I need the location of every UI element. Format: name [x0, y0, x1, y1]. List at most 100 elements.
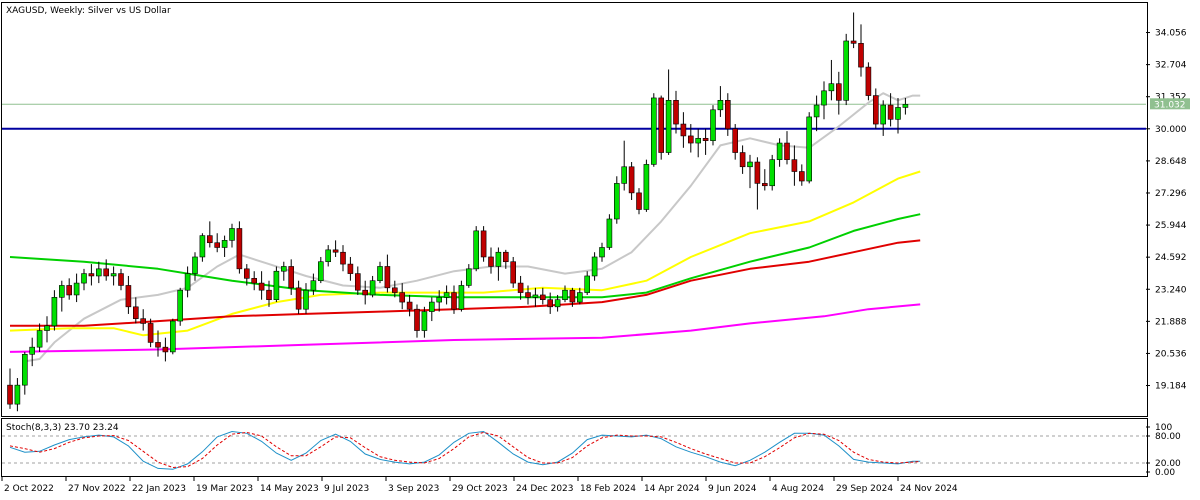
- candle: [562, 285, 568, 303]
- candle-body-bear: [835, 83, 842, 101]
- candle: [502, 249, 509, 269]
- candle-body-bear: [687, 135, 694, 144]
- candle: [443, 285, 450, 305]
- candle-body-bull: [110, 273, 117, 277]
- candle: [244, 264, 250, 286]
- candle-body-bull: [221, 240, 228, 248]
- candle-body-bull: [96, 268, 102, 277]
- candle-body-bear: [702, 137, 709, 141]
- candle-body-bear: [414, 308, 420, 331]
- candle-body-bull: [650, 97, 657, 165]
- candle-body-bear: [236, 228, 243, 270]
- stoch-tick-label: 100: [1155, 423, 1172, 433]
- candle-body-bear: [118, 273, 124, 286]
- candle: [532, 287, 539, 307]
- candle-body-bull: [643, 164, 650, 210]
- candle: [628, 162, 635, 201]
- ma-gray-moving-average-line: [24, 92, 921, 363]
- candle: [347, 256, 354, 281]
- candle: [458, 280, 465, 312]
- candle-body-bear: [162, 346, 169, 353]
- candle: [843, 33, 850, 106]
- candle: [710, 105, 716, 146]
- candle-body-bull: [58, 285, 65, 298]
- candle: [436, 290, 443, 312]
- candle-body-bull: [806, 116, 813, 182]
- candle: [236, 221, 243, 274]
- time-tick-label: 18 Feb 2024: [580, 484, 636, 494]
- candle-body-bear: [784, 142, 790, 160]
- candle-body-bear: [391, 287, 398, 293]
- candle-body-bull: [280, 266, 287, 272]
- candle-body-bear: [858, 43, 864, 68]
- time-tick-label: 14 May 2023: [260, 484, 319, 494]
- candle-body-bear: [88, 273, 95, 277]
- candle-body-bull: [828, 83, 835, 92]
- candle-body-bull: [554, 299, 561, 308]
- price-tick-label: 24.592: [1155, 253, 1187, 263]
- time-tick-label: 14 Apr 2024: [644, 484, 700, 494]
- candle-body-bull: [81, 273, 87, 284]
- candle-body-bear: [399, 292, 406, 303]
- time-tick-label: 3 Sep 2023: [388, 484, 439, 494]
- candle: [895, 97, 901, 134]
- candle-body-bull: [465, 268, 472, 286]
- candle: [214, 233, 220, 253]
- candle-body-bull: [421, 311, 428, 331]
- candle: [539, 287, 546, 305]
- time-tick-label: 27 Nov 2022: [68, 484, 126, 494]
- price-tick-label: 32.704: [1155, 61, 1187, 71]
- candle: [362, 280, 369, 305]
- stoch-tick-label: 80.00: [1155, 432, 1181, 442]
- candle-body-bear: [517, 282, 524, 293]
- candle: [184, 266, 191, 298]
- candle: [835, 71, 842, 115]
- candle-body-bull: [377, 266, 383, 282]
- candle-body-bear: [207, 235, 213, 244]
- candle: [81, 268, 87, 291]
- candle: [451, 285, 457, 314]
- price-tick-label: 31.352: [1155, 93, 1187, 103]
- candle: [732, 124, 739, 160]
- candle-body-bull: [562, 289, 568, 300]
- candle: [591, 252, 598, 281]
- candle: [761, 169, 768, 191]
- candle: [88, 264, 95, 286]
- candle-body-bear: [103, 268, 109, 277]
- candle: [221, 235, 228, 257]
- candle-body-bear: [510, 261, 517, 284]
- candle-body-bull: [44, 325, 50, 331]
- candle: [125, 275, 132, 314]
- candle-body-bull: [170, 320, 176, 353]
- candle: [280, 261, 287, 281]
- candle-body-bear: [147, 323, 154, 343]
- candle-body-bull: [443, 292, 450, 298]
- candle: [769, 154, 776, 191]
- candle-body-bull: [303, 289, 309, 310]
- candle: [702, 128, 709, 155]
- candle: [73, 273, 80, 303]
- candle-body-bear: [451, 292, 457, 310]
- candle-body-bull: [717, 100, 724, 111]
- candle: [747, 154, 753, 189]
- candle: [887, 93, 894, 127]
- price-tick-label: 21.888: [1155, 317, 1187, 327]
- candle: [880, 100, 887, 136]
- candle-body-bull: [621, 166, 628, 184]
- candle-body-bull: [843, 40, 850, 101]
- candle-body-bull: [695, 137, 702, 144]
- candle: [858, 24, 864, 77]
- candle: [29, 337, 36, 367]
- candle: [118, 268, 124, 291]
- horizontal-lines: [2, 103, 1146, 130]
- candle: [14, 378, 21, 412]
- candle-body-bear: [761, 183, 768, 187]
- candle: [488, 247, 494, 274]
- candle-body-bear: [258, 282, 265, 291]
- candle-body-bear: [332, 249, 339, 253]
- candle: [66, 278, 72, 300]
- candle: [177, 287, 183, 326]
- candle-body-bull: [769, 159, 776, 187]
- candle: [636, 188, 642, 215]
